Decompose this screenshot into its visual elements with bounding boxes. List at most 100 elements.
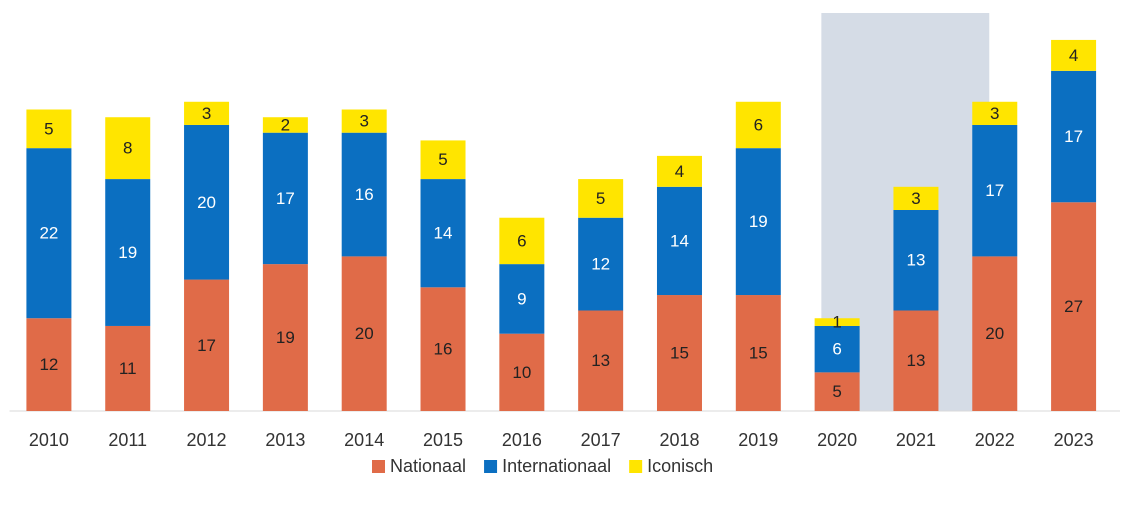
data-label: 10 xyxy=(512,363,531,382)
bar-segment xyxy=(972,101,1018,125)
data-label: 3 xyxy=(202,104,211,123)
data-label: 14 xyxy=(670,231,689,250)
x-tick-label: 2010 xyxy=(29,430,69,450)
legend-swatch xyxy=(372,460,385,473)
data-label: 5 xyxy=(596,189,605,208)
bar-segment xyxy=(26,318,72,411)
x-tick-label: 2016 xyxy=(502,430,542,450)
data-label: 1 xyxy=(832,313,841,332)
bar-segment xyxy=(26,109,72,149)
bar-segment xyxy=(105,179,151,326)
bar-segment xyxy=(499,333,545,411)
bar-segment xyxy=(341,109,387,133)
x-tick-label: 2018 xyxy=(659,430,699,450)
data-label: 13 xyxy=(906,251,925,270)
data-label: 3 xyxy=(359,112,368,131)
bar-segment xyxy=(972,124,1018,257)
bar-segment xyxy=(420,287,466,411)
data-label: 19 xyxy=(276,328,295,347)
data-label: 20 xyxy=(197,193,216,212)
bar-segment xyxy=(893,186,939,210)
bar-segment xyxy=(105,117,151,180)
data-label: 13 xyxy=(591,351,610,370)
data-label: 16 xyxy=(355,185,374,204)
data-label: 6 xyxy=(832,340,841,359)
bar-segment xyxy=(1051,39,1097,71)
data-label: 17 xyxy=(1064,127,1083,146)
legend-label: Nationaal xyxy=(390,456,466,476)
x-tick-label: 2022 xyxy=(975,430,1015,450)
x-tick-label: 2012 xyxy=(187,430,227,450)
bar-segment xyxy=(184,101,230,125)
data-label: 6 xyxy=(754,115,763,134)
data-label: 3 xyxy=(911,189,920,208)
data-label: 6 xyxy=(517,231,526,250)
bar-segment xyxy=(578,310,624,411)
data-label: 27 xyxy=(1064,297,1083,316)
bar-segment xyxy=(420,140,466,180)
bar-segment xyxy=(499,264,545,334)
bar-segment xyxy=(735,148,781,296)
bar-segment xyxy=(814,372,860,411)
bar-segment xyxy=(656,155,702,187)
x-tick-label: 2020 xyxy=(817,430,857,450)
x-tick-label: 2017 xyxy=(581,430,621,450)
x-tick-label: 2019 xyxy=(738,430,778,450)
data-label: 17 xyxy=(276,189,295,208)
data-label: 5 xyxy=(832,382,841,401)
bar-segment xyxy=(1051,202,1097,411)
x-tick-label: 2014 xyxy=(344,430,384,450)
bar-segment xyxy=(735,101,781,149)
data-label: 19 xyxy=(749,212,768,231)
data-label: 12 xyxy=(39,355,58,374)
bar-segment xyxy=(184,279,230,411)
bar-segment xyxy=(105,325,151,411)
data-label: 15 xyxy=(749,344,768,363)
legend-label: Iconisch xyxy=(647,456,713,476)
bar-segment xyxy=(262,117,308,133)
bar-segment xyxy=(262,132,308,265)
x-tick-label: 2023 xyxy=(1054,430,1094,450)
data-label: 20 xyxy=(355,324,374,343)
data-label: 17 xyxy=(985,181,1004,200)
bar-segment xyxy=(893,210,939,311)
bar-segment xyxy=(972,256,1018,411)
data-label: 13 xyxy=(906,351,925,370)
bar-segment xyxy=(499,217,545,265)
data-label: 4 xyxy=(1069,46,1078,65)
x-tick-label: 2015 xyxy=(423,430,463,450)
bar-segment xyxy=(26,148,72,319)
x-tick-label: 2021 xyxy=(896,430,936,450)
data-label: 8 xyxy=(123,139,132,158)
data-label: 22 xyxy=(39,224,58,243)
data-label: 12 xyxy=(591,255,610,274)
data-label: 3 xyxy=(990,104,999,123)
bar-segment xyxy=(578,217,624,311)
bar-segment xyxy=(893,310,939,411)
bar-segment xyxy=(656,186,702,296)
bar-segment xyxy=(656,295,702,411)
bar-segment xyxy=(341,132,387,257)
bar-segment xyxy=(262,264,308,411)
data-label: 5 xyxy=(44,119,53,138)
bar-segment xyxy=(1051,70,1097,203)
legend-swatch xyxy=(629,460,643,473)
legend-swatch xyxy=(484,460,498,473)
data-label: 9 xyxy=(517,289,526,308)
bar-segment xyxy=(578,179,624,218)
data-label: 16 xyxy=(434,340,453,359)
bar-segment xyxy=(735,295,781,411)
data-label: 14 xyxy=(434,224,453,243)
data-label: 5 xyxy=(438,150,447,169)
data-label: 4 xyxy=(675,162,684,181)
bar-segment xyxy=(341,256,387,411)
data-label: 17 xyxy=(197,336,216,355)
bar-segment xyxy=(184,124,230,280)
bar-segment xyxy=(814,325,860,373)
data-label: 15 xyxy=(670,344,689,363)
data-label: 19 xyxy=(118,243,137,262)
data-label: 20 xyxy=(985,324,1004,343)
bar-segment xyxy=(420,179,466,288)
data-label: 11 xyxy=(119,359,137,378)
